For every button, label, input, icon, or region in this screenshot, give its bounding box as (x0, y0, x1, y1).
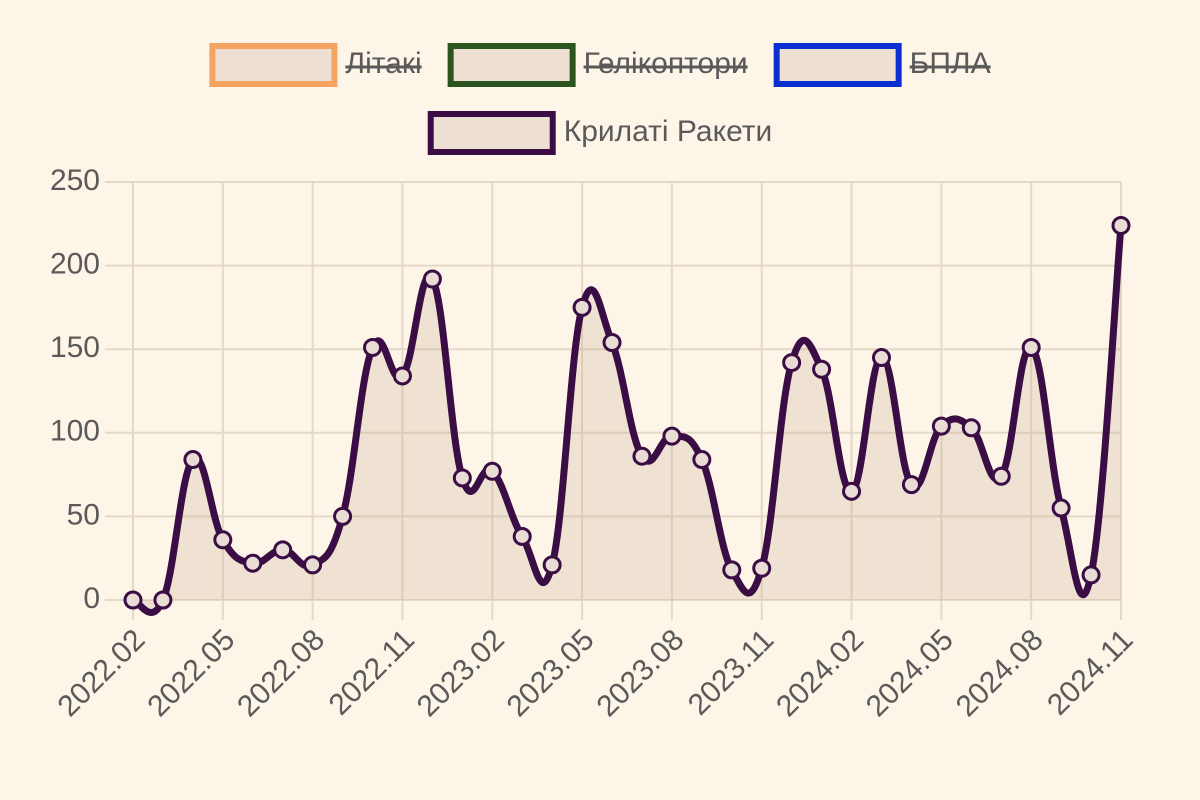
data-point (363, 338, 383, 358)
data-point (422, 269, 442, 289)
y-tick-label: 0 (83, 582, 100, 615)
data-point (1111, 215, 1131, 235)
x-tick-label: 2024.08 (950, 623, 1050, 723)
data-point (482, 461, 502, 481)
legend-swatch (447, 43, 576, 87)
legend-label[interactable]: Літакі (345, 47, 421, 80)
data-point (213, 530, 233, 550)
data-point (931, 416, 951, 436)
legend-item[interactable]: БПЛА (773, 43, 991, 87)
data-point (1021, 338, 1041, 358)
data-point (1051, 498, 1071, 518)
data-point (392, 366, 412, 386)
x-tick-label: 2022.05 (141, 623, 241, 723)
data-point (662, 426, 682, 446)
data-point (512, 526, 532, 546)
legend-swatch (773, 43, 902, 87)
x-tick-label: 2022.02 (52, 623, 152, 723)
x-tick-label: 2023.02 (411, 623, 511, 723)
data-point (842, 481, 862, 501)
data-point (991, 466, 1011, 486)
data-point (782, 353, 802, 373)
y-tick-label: 200 (50, 248, 100, 281)
data-point (602, 333, 622, 353)
x-tick-label: 2022.11 (323, 623, 421, 721)
data-point (303, 555, 323, 575)
data-point (572, 297, 592, 317)
legend-label[interactable]: Крилаті Ракети (564, 115, 773, 148)
data-point (542, 555, 562, 575)
data-point (692, 450, 712, 470)
data-point (961, 418, 981, 438)
data-point (123, 590, 143, 610)
legend-swatch (209, 43, 338, 87)
y-tick-label: 100 (50, 415, 100, 448)
x-tick-label: 2024.11 (1041, 623, 1139, 721)
data-point (752, 558, 772, 578)
legend-label[interactable]: БПЛА (910, 47, 991, 80)
data-point (812, 359, 832, 379)
y-tick-label: 50 (67, 498, 100, 531)
x-tick-label: 2023.05 (501, 623, 601, 723)
data-point (632, 446, 652, 466)
data-point (1081, 565, 1101, 585)
data-point (183, 450, 203, 470)
data-point (153, 590, 173, 610)
legend-label[interactable]: Гелікоптори (584, 47, 748, 80)
x-tick-label: 2023.08 (590, 623, 690, 723)
data-point (722, 560, 742, 580)
x-tick-label: 2023.11 (682, 623, 780, 721)
data-point (273, 540, 293, 560)
legend-swatch (427, 111, 556, 155)
data-point (333, 506, 353, 526)
data-point (243, 553, 263, 573)
legend-item[interactable]: Крилаті Ракети (427, 111, 773, 155)
data-point (871, 348, 891, 368)
data-point (901, 475, 921, 495)
y-tick-label: 150 (50, 331, 100, 364)
legend-item[interactable]: Літакі (209, 43, 422, 87)
y-tick-label: 250 (50, 164, 100, 197)
legend-item[interactable]: Гелікоптори (447, 43, 748, 87)
data-point (452, 468, 472, 488)
x-tick-label: 2024.05 (860, 623, 960, 723)
x-tick-label: 2022.08 (231, 623, 331, 723)
x-tick-label: 2024.02 (770, 623, 870, 723)
